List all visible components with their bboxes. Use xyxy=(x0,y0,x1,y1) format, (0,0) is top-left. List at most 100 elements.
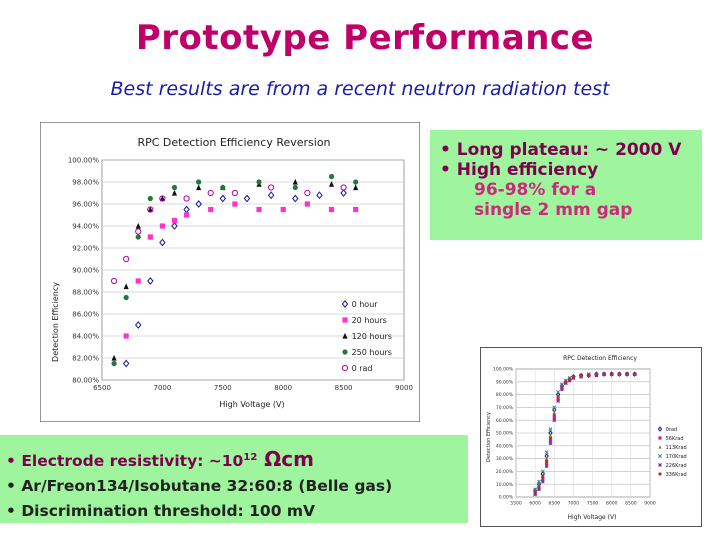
c1-legend-marker xyxy=(341,300,349,308)
c1-point xyxy=(195,200,202,208)
c2-point xyxy=(556,399,560,403)
c1-ytick-label: 88.00% xyxy=(72,288,99,296)
c2-point xyxy=(544,464,549,469)
c1-ytick-label: 92.00% xyxy=(72,244,99,252)
c1-legend-label: 0 rad xyxy=(352,364,373,373)
bullet-long-plateau-text: Long plateau: ~ 2000 V xyxy=(456,140,682,160)
c2-xtick-label: 7500 xyxy=(587,501,599,507)
bullet-threshold: • Discrimination threshold: 100 mV xyxy=(6,502,316,521)
c1-point xyxy=(256,206,262,213)
c2-point xyxy=(548,436,553,440)
bullet-gas-text: Ar/Freon134/Isobutane 32:60:8 (Belle gas… xyxy=(21,477,393,496)
c1-xtick-label: 8500 xyxy=(335,384,353,392)
c2-xtick-label: 9000 xyxy=(644,501,656,507)
c2-ytick-label: 100.00% xyxy=(493,367,514,373)
c2-legend-marker xyxy=(658,472,662,476)
c1-point xyxy=(328,206,335,213)
c2-point xyxy=(545,456,549,461)
bullet-efficiency-detail-2: single 2 mm gap xyxy=(474,200,633,220)
c2-legend-marker xyxy=(658,445,662,449)
c1-xtick-label: 7000 xyxy=(153,384,171,392)
c2-ytick-label: 50.00% xyxy=(496,431,514,437)
c1-point xyxy=(147,195,153,202)
c1-point xyxy=(134,321,142,329)
chart2-ylabel: Detection Efficiency xyxy=(486,412,492,462)
c1-point xyxy=(328,173,335,180)
c1-point xyxy=(123,283,129,290)
c2-point xyxy=(548,441,553,446)
c2-ytick-label: 40.00% xyxy=(496,443,514,449)
resistivity-prefix: Electrode resistivity: ~10 xyxy=(21,452,244,471)
c2-point xyxy=(625,372,629,376)
c2-ytick-label: 10.00% xyxy=(496,482,514,488)
c2-xtick-label: 8000 xyxy=(606,501,618,507)
c2-xtick-label: 8500 xyxy=(625,501,637,507)
c2-legend-marker xyxy=(658,454,662,458)
c2-xtick-label: 5500 xyxy=(510,501,522,507)
c1-point xyxy=(159,238,166,247)
c1-point xyxy=(135,222,141,229)
c2-point xyxy=(545,459,549,463)
c1-point xyxy=(292,184,298,191)
c2-point xyxy=(571,375,576,379)
c2-xtick-label: 7000 xyxy=(568,501,580,507)
c2-point xyxy=(548,427,553,432)
c1-point xyxy=(159,195,166,202)
c1-xtick-label: 9000 xyxy=(395,384,413,392)
c2-point xyxy=(540,479,545,484)
bullet-high-efficiency-text: High efficiency xyxy=(456,160,599,180)
c1-point xyxy=(183,212,190,218)
c1-point xyxy=(171,189,178,196)
c1-point xyxy=(268,184,275,191)
chart1-ylabel: Detection Efficiency xyxy=(51,282,60,362)
c2-point xyxy=(602,372,606,376)
c2-point xyxy=(564,380,568,384)
c1-point xyxy=(243,194,251,203)
c1-point xyxy=(123,294,129,301)
c2-point xyxy=(560,385,564,389)
c2-point xyxy=(559,382,564,387)
c2-point xyxy=(552,413,556,417)
c2-ytick-label: 90.00% xyxy=(496,379,514,385)
c2-ytick-label: 30.00% xyxy=(496,456,514,462)
bullet-threshold-text: Discrimination threshold: 100 mV xyxy=(21,502,316,521)
c2-point xyxy=(568,377,572,381)
c1-ytick-label: 94.00% xyxy=(72,222,99,230)
c1-legend-marker xyxy=(342,349,348,355)
c2-point xyxy=(552,416,556,420)
c1-point xyxy=(353,206,359,213)
c2-point xyxy=(537,487,541,492)
c1-legend-label: 120 hours xyxy=(352,332,392,341)
c2-xtick-label: 6000 xyxy=(529,501,541,507)
c1-point xyxy=(135,228,142,235)
c1-legend-marker xyxy=(341,364,349,372)
c2-point xyxy=(537,485,541,489)
c2-legend-label: 56Krad xyxy=(666,436,684,442)
c2-xtick-label: 6500 xyxy=(549,501,561,507)
c1-point xyxy=(196,184,202,191)
c1-point xyxy=(353,179,359,185)
chart1-title: RPC Detection Efficiency Reversion xyxy=(137,136,330,149)
c1-legend-marker xyxy=(342,317,348,323)
c1-point xyxy=(316,191,323,200)
c1-point xyxy=(111,354,117,361)
bullet-gas: • Ar/Freon134/Isobutane 32:60:8 (Belle g… xyxy=(6,477,393,496)
c1-point xyxy=(110,277,118,285)
c2-point xyxy=(610,372,614,376)
c2-legend-marker xyxy=(658,436,662,440)
bullet-long-plateau: • Long plateau: ~ 2000 V xyxy=(440,140,682,160)
c1-point xyxy=(353,184,359,191)
chart2-xlabel: High Voltage (V) xyxy=(568,514,617,521)
c1-ytick-label: 84.00% xyxy=(72,332,99,340)
c2-point xyxy=(545,462,549,466)
c2-point xyxy=(541,477,545,481)
c1-point xyxy=(135,278,141,284)
c1-point xyxy=(267,191,275,200)
c1-point xyxy=(135,234,141,240)
slide-subtitle: Best results are from a recent neutron r… xyxy=(110,78,610,100)
c1-point xyxy=(159,195,165,202)
chart-efficiency-radiation: RPC Detection Efficiency Detection Effic… xyxy=(480,347,702,527)
bullet-efficiency-detail-1: 96-98% for a xyxy=(474,180,597,200)
c1-ytick-label: 90.00% xyxy=(72,266,99,274)
c1-point xyxy=(292,178,298,185)
